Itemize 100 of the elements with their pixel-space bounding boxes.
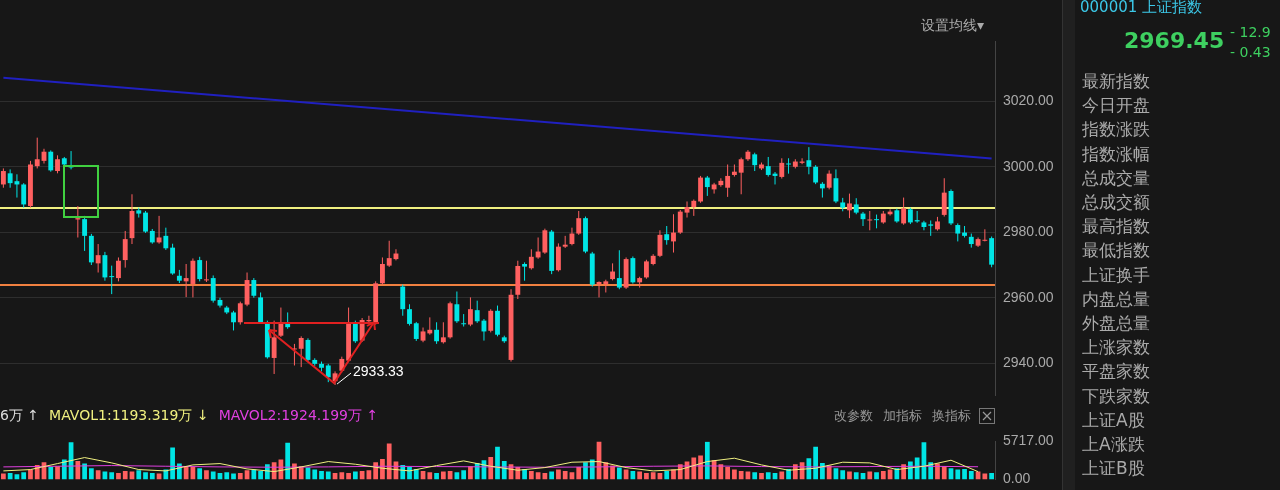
bar: [840, 470, 846, 480]
bar: [237, 472, 243, 480]
candlestick: [528, 248, 534, 271]
y-tick-label: 2960.00: [1003, 288, 1054, 305]
bar: [637, 471, 643, 480]
bar: [427, 472, 433, 480]
text: 总成交量: [1082, 166, 1150, 190]
candlestick: [867, 210, 873, 231]
candlestick: [738, 157, 744, 195]
bar: [258, 470, 263, 480]
bar: [312, 469, 318, 480]
text: 今日开盘: [1082, 94, 1150, 118]
candlestick: [0, 167, 6, 189]
candlestick: [847, 193, 852, 219]
bar: [346, 472, 351, 480]
candlestick: [386, 240, 392, 268]
candlestick: [522, 261, 528, 282]
candlestick: [725, 163, 731, 198]
candlestick: [55, 154, 60, 174]
candlestick: [298, 335, 304, 368]
candlestick: [434, 321, 440, 345]
bar: [576, 466, 582, 480]
candlestick: [237, 301, 243, 326]
bar: [434, 472, 439, 480]
bar: [759, 472, 764, 480]
bar: [149, 472, 155, 480]
y-tick-label: 2980.00: [1003, 223, 1054, 240]
text: MAVOL1:1193.319万 ↓: [49, 407, 209, 423]
bar: [813, 446, 818, 480]
bar: [386, 443, 392, 480]
candlestick: [901, 197, 907, 226]
candlestick: [143, 210, 148, 234]
bar: [962, 468, 967, 480]
candlestick: [461, 313, 467, 328]
candlestick: [352, 320, 358, 344]
bar: [48, 466, 54, 480]
bar: [116, 472, 121, 480]
candlestick: [197, 256, 203, 282]
candlestick: [34, 137, 40, 169]
bar: [285, 442, 291, 480]
candlestick: [616, 249, 622, 290]
y-tick-label: 2940.00: [1003, 354, 1054, 371]
text: 上证A股: [1082, 408, 1145, 432]
bar: [880, 470, 886, 480]
bar: [562, 470, 568, 480]
candlestick: [467, 296, 473, 327]
candlestick: [576, 210, 582, 236]
candlestick: [941, 177, 947, 218]
bar: [867, 471, 873, 480]
candlestick: [488, 308, 494, 333]
candlestick: [955, 222, 961, 242]
bar: [941, 466, 947, 480]
text: 总成交额: [1082, 191, 1150, 214]
bar: [847, 471, 852, 480]
candlestick: [156, 215, 162, 245]
text: 上证换手: [1082, 263, 1150, 287]
candlestick: [786, 157, 791, 175]
text: 上证B股: [1082, 457, 1145, 481]
text: 指数涨幅: [1082, 142, 1150, 166]
bar: [853, 472, 859, 480]
bar: [989, 472, 994, 480]
candlestick: [813, 164, 819, 185]
bar: [251, 469, 257, 480]
candlestick: [671, 213, 676, 254]
bar: [319, 470, 324, 480]
candlestick: [251, 277, 257, 299]
y-tick-label: 0.00: [1003, 470, 1031, 487]
bar: [95, 470, 101, 480]
y-tick-label: 5717.00: [1003, 432, 1054, 449]
bar: [955, 469, 961, 480]
bar: [339, 472, 345, 480]
bar: [935, 463, 940, 480]
text: 6万 ↑: [0, 407, 40, 423]
candlestick: [806, 146, 812, 175]
candlestick: [380, 256, 385, 286]
bar: [89, 468, 94, 480]
candlestick: [407, 303, 412, 327]
bar: [664, 470, 670, 480]
candlestick: [474, 300, 480, 324]
bar: [224, 472, 230, 480]
text: 设置均线▾: [920, 17, 984, 33]
bar: [468, 466, 473, 480]
bar: [21, 472, 27, 480]
bar: [197, 468, 203, 480]
candlestick: [928, 219, 934, 237]
y-tick-label: 3000.00: [1003, 157, 1054, 174]
candlestick: [204, 260, 209, 283]
text: 上A涨跌: [1082, 433, 1145, 456]
bar: [352, 471, 358, 480]
text: 000001 上证指数: [1080, 0, 1203, 17]
bar: [725, 466, 731, 480]
bar: [325, 471, 331, 480]
bar: [732, 469, 737, 480]
candlestick: [440, 321, 446, 345]
candlestick: [454, 291, 460, 324]
candlestick: [765, 156, 771, 178]
bar: [407, 466, 412, 480]
candlestick: [210, 274, 216, 304]
text: 换指标: [932, 408, 971, 423]
candlestick: [752, 152, 758, 172]
